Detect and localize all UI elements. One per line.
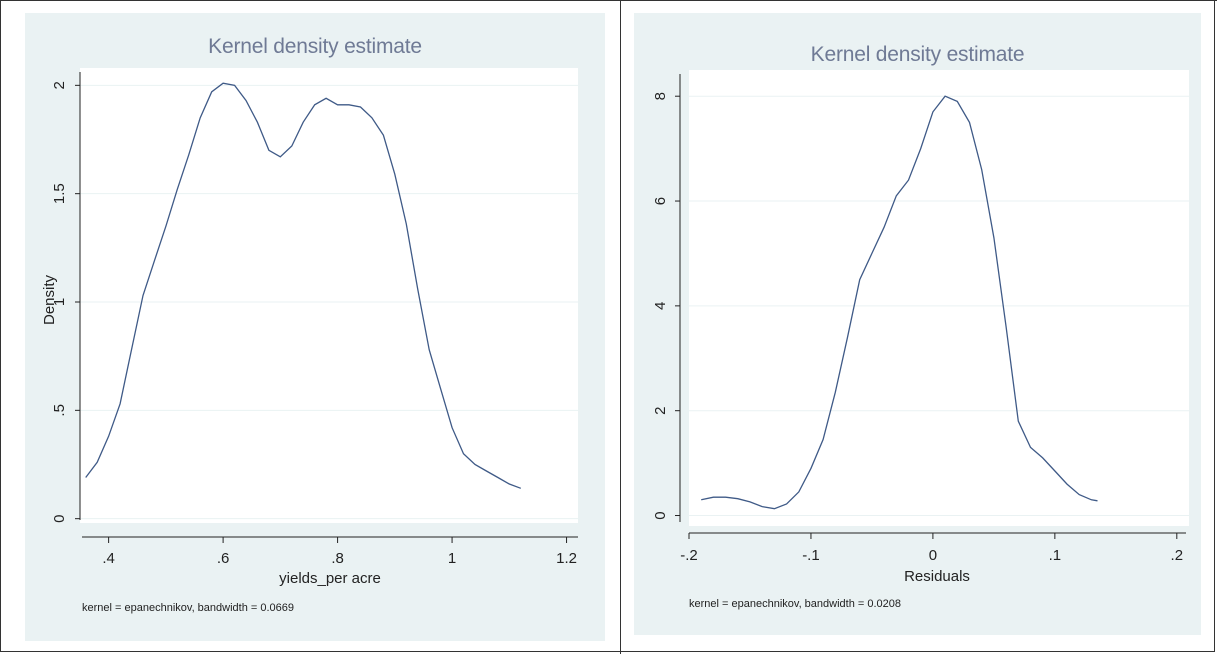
x-tick-label-left-2: .8 — [331, 550, 344, 567]
figure-divider — [620, 0, 621, 654]
x-tick-label-right-1: -.1 — [802, 547, 820, 564]
density-curve-left — [85, 82, 522, 489]
y-tick-label-left-4: 2 — [51, 81, 68, 89]
y-tick-label-left-1: .5 — [51, 404, 68, 417]
x-tick-label-left-4: 1.2 — [556, 550, 577, 567]
density-curve-right — [701, 95, 1098, 510]
plot-area-left — [80, 68, 578, 523]
x-tick-label-right-0: -.2 — [680, 547, 698, 564]
y-tick-label-right-0: 0 — [652, 511, 669, 519]
y-tick-label-left-3: 1.5 — [51, 183, 68, 204]
x-tick-label-left-0: .4 — [102, 550, 115, 567]
y-axis-title-left: Density — [41, 274, 58, 325]
plot-area-right — [689, 70, 1189, 526]
chart-title-right: Kernel density estimate — [810, 43, 1025, 66]
y-tick-label-left-2: 1 — [51, 298, 68, 306]
kernel-note-left: kernel = epanechnikov, bandwidth = 0.066… — [82, 602, 295, 614]
x-axis-title-right: Residuals — [904, 568, 970, 585]
x-tick-label-left-1: .6 — [217, 550, 230, 567]
x-tick-label-right-2: 0 — [929, 547, 937, 564]
y-tick-label-right-2: 4 — [652, 302, 669, 310]
x-tick-label-right-4: .2 — [1171, 547, 1184, 564]
kernel-note-right: kernel = epanechnikov, bandwidth = 0.020… — [689, 598, 902, 610]
y-tick-label-right-1: 2 — [652, 407, 669, 415]
y-tick-label-right-4: 8 — [652, 92, 669, 100]
chart-title-left: Kernel density estimate — [208, 35, 422, 58]
x-tick-label-right-3: .1 — [1049, 547, 1062, 564]
x-tick-label-left-3: 1 — [448, 550, 456, 567]
y-tick-label-left-0: 0 — [51, 514, 68, 522]
x-axis-title-left: yields_per acre — [279, 570, 381, 587]
y-tick-label-right-3: 6 — [652, 197, 669, 205]
